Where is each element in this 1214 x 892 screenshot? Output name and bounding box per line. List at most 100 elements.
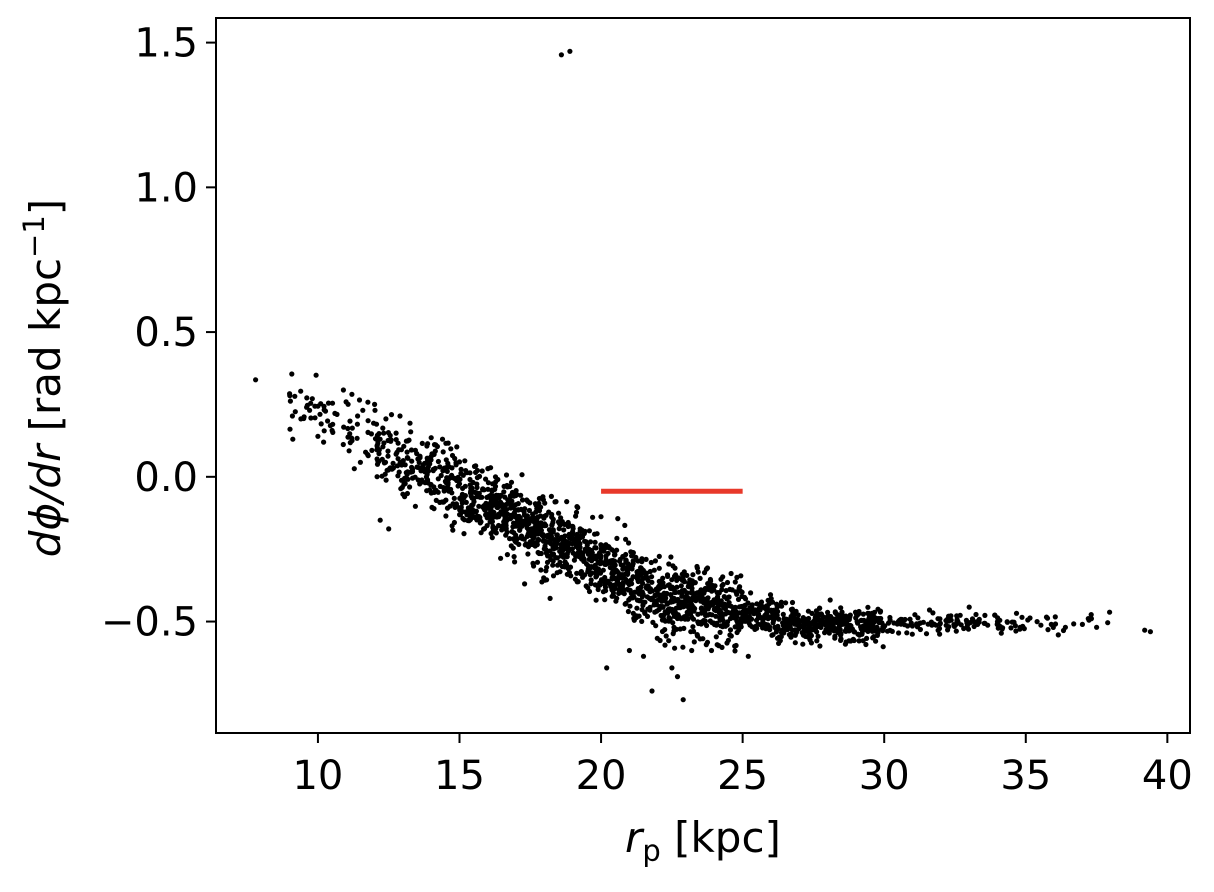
- data-point: [713, 622, 720, 628]
- data-point: [454, 444, 460, 450]
- data-point: [680, 644, 686, 650]
- data-point: [525, 551, 531, 557]
- y-axis-label-unit: [rad kpc: [21, 258, 70, 445]
- data-point: [614, 535, 620, 542]
- data-point: [450, 527, 456, 533]
- data-point: [818, 617, 824, 623]
- data-point: [937, 621, 943, 627]
- data-point: [904, 630, 910, 636]
- data-point: [546, 509, 552, 515]
- data-point: [753, 617, 760, 623]
- data-point: [838, 605, 844, 611]
- data-point: [669, 665, 675, 671]
- data-point: [789, 618, 796, 624]
- data-point: [732, 579, 738, 585]
- data-point: [843, 613, 849, 619]
- data-point: [679, 593, 685, 599]
- data-point: [325, 400, 332, 406]
- data-point: [728, 633, 734, 639]
- data-point: [719, 644, 725, 651]
- data-point: [598, 542, 604, 548]
- data-point: [661, 612, 667, 618]
- data-point: [782, 619, 789, 626]
- data-point: [800, 632, 807, 638]
- data-point: [837, 627, 843, 633]
- data-point: [329, 427, 335, 434]
- data-point: [923, 631, 930, 637]
- data-point: [469, 514, 475, 520]
- data-point: [287, 426, 293, 432]
- data-point: [713, 613, 719, 619]
- data-point: [724, 622, 730, 628]
- data-point: [764, 604, 770, 610]
- data-point: [543, 568, 549, 574]
- data-point: [678, 616, 684, 622]
- data-point: [620, 562, 626, 569]
- data-point: [439, 436, 446, 442]
- data-point: [592, 531, 598, 537]
- data-point: [405, 476, 411, 482]
- data-point: [665, 610, 671, 616]
- data-point: [703, 606, 709, 612]
- data-point: [623, 536, 629, 542]
- data-point: [635, 586, 641, 592]
- data-point: [703, 596, 709, 602]
- data-point: [383, 416, 389, 422]
- data-point: [433, 497, 439, 503]
- data-point: [650, 619, 656, 626]
- data-point: [474, 484, 480, 491]
- data-point: [550, 516, 556, 523]
- data-point: [742, 602, 748, 608]
- data-point: [707, 611, 713, 617]
- data-point: [429, 504, 435, 510]
- data-point: [508, 479, 515, 485]
- data-point: [412, 474, 418, 480]
- data-point: [514, 492, 520, 498]
- data-point: [480, 487, 486, 493]
- data-point: [662, 598, 668, 604]
- data-point: [873, 638, 879, 644]
- data-point: [578, 571, 584, 577]
- data-point: [616, 586, 622, 592]
- data-point: [473, 509, 479, 515]
- data-point: [400, 477, 407, 483]
- data-point: [649, 595, 655, 601]
- data-point: [457, 476, 463, 482]
- data-point: [372, 401, 378, 407]
- data-point: [393, 430, 399, 436]
- data-point: [624, 586, 631, 592]
- y-axis-label-sup: −1: [17, 215, 51, 258]
- data-point: [315, 433, 321, 439]
- data-point: [387, 432, 393, 439]
- data-point: [587, 570, 594, 577]
- data-point: [724, 579, 731, 586]
- data-point: [887, 614, 893, 621]
- data-point: [704, 639, 711, 645]
- data-point: [423, 474, 429, 480]
- data-point: [507, 493, 513, 499]
- data-point: [827, 597, 833, 603]
- data-point: [760, 625, 766, 631]
- data-point: [532, 515, 538, 521]
- data-point: [308, 400, 314, 406]
- data-point: [615, 516, 621, 522]
- data-point: [747, 622, 753, 628]
- data-point: [467, 476, 473, 483]
- data-point: [915, 621, 921, 628]
- data-point: [345, 425, 351, 432]
- data-point: [536, 495, 543, 502]
- data-point: [536, 550, 542, 557]
- data-point: [748, 590, 754, 596]
- data-point: [928, 619, 935, 625]
- data-point: [864, 618, 870, 624]
- data-point: [736, 585, 742, 592]
- data-point: [422, 466, 428, 472]
- data-point: [530, 511, 536, 517]
- data-point: [766, 624, 773, 630]
- data-point: [877, 609, 883, 615]
- data-point: [313, 372, 319, 378]
- data-point: [346, 448, 352, 454]
- data-point: [909, 623, 916, 629]
- data-point: [721, 594, 727, 600]
- data-point: [493, 479, 499, 485]
